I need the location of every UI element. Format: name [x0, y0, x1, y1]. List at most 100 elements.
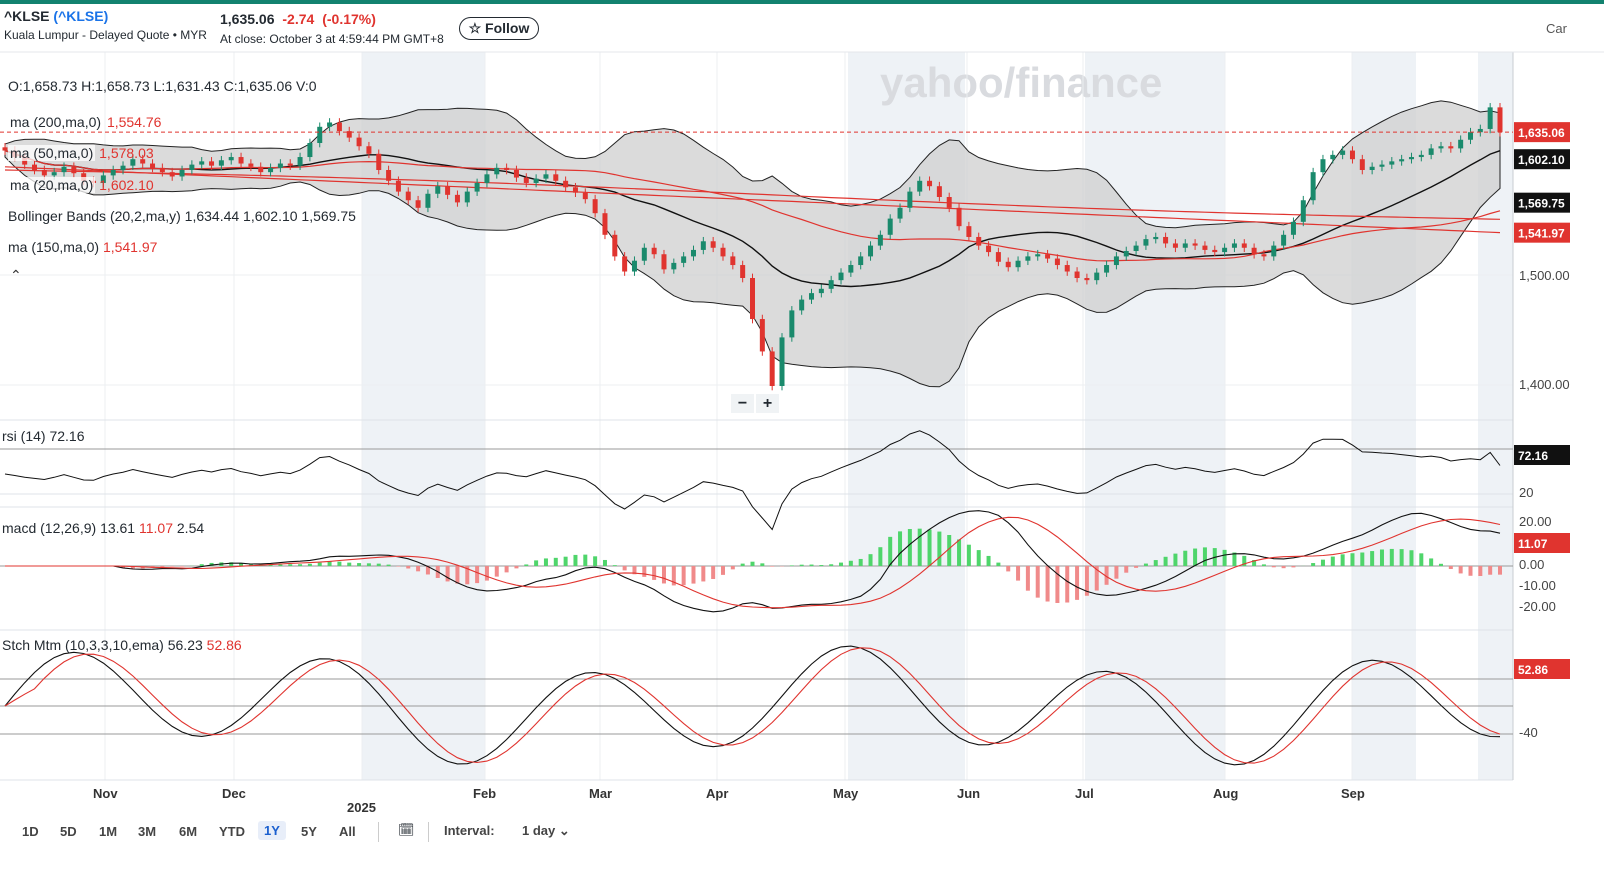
- bollinger-legend[interactable]: Bollinger Bands (20,2,ma,y) 1,634.44 1,6…: [8, 208, 356, 224]
- cancel-link[interactable]: Car: [1546, 21, 1567, 36]
- stch-legend[interactable]: Stch Mtm (10,3,3,10,ema) 56.23 52.86: [2, 637, 242, 653]
- macd-hist-bar: [1016, 566, 1021, 581]
- collapse-legend-icon[interactable]: ⌃: [10, 267, 22, 283]
- macd-hist-bar: [406, 566, 411, 569]
- candle-body: [1192, 243, 1198, 246]
- range-5d[interactable]: 5D: [60, 824, 77, 839]
- candle-body: [1202, 245, 1208, 250]
- ticker-link[interactable]: (^KLSE): [53, 8, 109, 24]
- candle-body: [730, 256, 736, 266]
- candle-body: [336, 122, 342, 132]
- candle-body: [858, 256, 864, 266]
- candle-body: [1428, 148, 1434, 155]
- interval-select[interactable]: 1 day ⌄: [522, 823, 570, 838]
- range-5y[interactable]: 5Y: [301, 824, 317, 839]
- macd-hist-bar: [1202, 547, 1207, 566]
- candle-body: [838, 272, 844, 281]
- candle-body: [209, 161, 215, 166]
- watermark: yahoo/finance: [880, 59, 1162, 106]
- candle-body: [356, 137, 362, 147]
- macd-hist-bar: [986, 555, 991, 566]
- zoom-out-button[interactable]: −: [731, 394, 754, 413]
- candle-body: [1015, 260, 1021, 268]
- candle-body: [1251, 247, 1257, 255]
- x-axis-label: May: [833, 786, 859, 801]
- macd-hist-bar: [602, 559, 607, 566]
- candle-body: [130, 159, 136, 166]
- period-shade: [1085, 52, 1225, 780]
- macd-y-tick: 0.00: [1519, 557, 1544, 572]
- candle-body: [1448, 146, 1454, 149]
- x-axis-label: Mar: [589, 786, 612, 801]
- macd-hist-bar: [366, 563, 371, 566]
- macd-hist-bar: [1193, 548, 1198, 566]
- ma150-legend[interactable]: ma (150,ma,0) 1,541.97: [8, 239, 158, 255]
- candle-body: [1330, 154, 1336, 160]
- range-1m[interactable]: 1M: [99, 824, 118, 839]
- macd-legend[interactable]: macd (12,26,9) 13.61 11.07 2.54: [2, 520, 205, 536]
- candle-body: [1271, 245, 1277, 257]
- candle-body: [1064, 265, 1070, 272]
- macd-hist-bar: [701, 566, 706, 582]
- macd-hist-bar: [1261, 564, 1266, 566]
- candle-body: [41, 170, 47, 176]
- macd-hist-bar: [1163, 556, 1168, 566]
- candle-body: [346, 131, 352, 138]
- rsi-legend[interactable]: rsi (14) 72.16: [2, 428, 85, 444]
- macd-hist-bar: [1252, 560, 1257, 566]
- candle-body: [1163, 236, 1169, 244]
- candle-body: [1310, 172, 1316, 201]
- range-all[interactable]: All: [339, 824, 356, 839]
- range-3m[interactable]: 3M: [138, 824, 157, 839]
- candle-body: [61, 166, 67, 173]
- macd-hist-bar: [1006, 566, 1011, 572]
- macd-hist-bar: [848, 560, 853, 566]
- interval-label: Interval:: [444, 823, 495, 838]
- macd-hist-bar: [770, 566, 775, 567]
- macd-hist-bar: [209, 562, 214, 566]
- zoom-in-button[interactable]: +: [756, 394, 779, 413]
- candle-body: [199, 161, 205, 165]
- macd-hist-bar: [593, 556, 598, 566]
- ma20-legend[interactable]: ma (20,ma,0) 1,602.10: [8, 177, 154, 193]
- follow-button[interactable]: ☆ Follow: [459, 17, 539, 40]
- macd-hist-bar: [298, 564, 303, 566]
- macd-hist-bar: [671, 566, 676, 586]
- ma200-legend[interactable]: ma (200,ma,0) 1,554.76: [8, 114, 162, 130]
- macd-hist-bar: [789, 565, 794, 566]
- macd-hist-bar: [121, 566, 126, 568]
- macd-hist-bar: [1340, 554, 1345, 566]
- candle-body: [789, 310, 795, 338]
- macd-hist-bar: [1075, 566, 1080, 600]
- ma50-legend[interactable]: ma (50,ma,0) 1,578.03: [8, 145, 154, 161]
- candle-body: [582, 192, 588, 200]
- candle-body: [248, 163, 254, 167]
- candle-body: [1320, 159, 1326, 173]
- candle-body: [1340, 150, 1346, 155]
- ma150-line: [4, 166, 1501, 234]
- price-chart[interactable]: yahoo/finance 1,500.00 1,400.00 1,602.10 1,6…: [0, 50, 1604, 820]
- macd-hist-bar: [907, 529, 912, 566]
- tag-ma150: 1,541.97: [1518, 227, 1565, 241]
- candle-body: [445, 186, 451, 195]
- macd-hist-bar: [642, 566, 647, 577]
- macd-hist-bar: [1370, 551, 1375, 566]
- range-1d[interactable]: 1D: [22, 824, 39, 839]
- macd-hist-bar: [622, 566, 627, 571]
- candle-body: [1182, 243, 1188, 248]
- range-1y[interactable]: 1Y: [258, 821, 286, 840]
- x-axis-label: Dec: [222, 786, 246, 801]
- macd-hist-bar: [1311, 563, 1316, 566]
- calendar-icon[interactable]: 🗓: [398, 822, 415, 837]
- range-ytd[interactable]: YTD: [219, 824, 245, 839]
- y-tick-label: 1,400.00: [1519, 377, 1570, 392]
- range-6m[interactable]: 6M: [179, 824, 198, 839]
- candle-body: [681, 256, 687, 263]
- candle-body: [651, 247, 657, 255]
- symbol-title: ^KLSE (^KLSE): [4, 8, 109, 24]
- candle-body: [32, 164, 38, 170]
- tag-bb-low-bg: [1514, 192, 1570, 213]
- candle-body: [1074, 271, 1080, 278]
- macd-hist-bar: [937, 531, 942, 566]
- macd-hist-bar: [1232, 552, 1237, 566]
